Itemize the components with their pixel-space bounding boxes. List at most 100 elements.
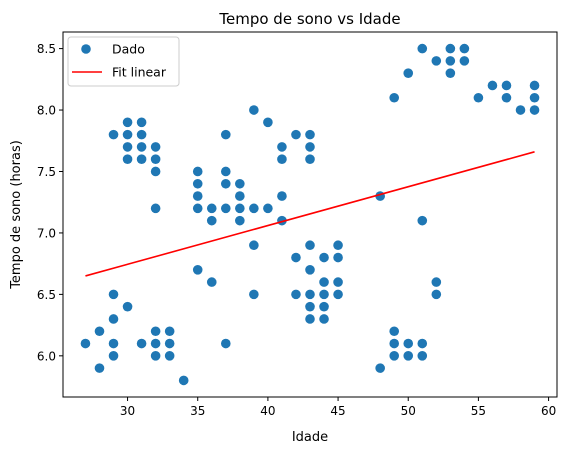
data-point bbox=[333, 289, 343, 300]
data-point bbox=[122, 154, 133, 164]
data-point bbox=[136, 142, 147, 152]
data-point bbox=[291, 129, 301, 140]
data-point bbox=[80, 338, 91, 349]
data-point bbox=[417, 215, 428, 226]
data-point bbox=[291, 252, 301, 263]
y-tick-label: 6.0 bbox=[37, 349, 56, 363]
legend-label-dado: Dado bbox=[112, 42, 145, 57]
data-point bbox=[417, 351, 428, 361]
data-point bbox=[389, 338, 400, 349]
data-point bbox=[136, 338, 147, 349]
data-point bbox=[445, 68, 456, 78]
data-point bbox=[178, 375, 189, 386]
data-point bbox=[333, 277, 343, 287]
fit-line-series bbox=[85, 151, 535, 277]
legend: Dado Fit linear bbox=[67, 36, 180, 87]
data-point bbox=[333, 240, 343, 251]
data-point bbox=[305, 142, 315, 152]
data-point bbox=[389, 92, 400, 103]
data-point bbox=[164, 326, 175, 337]
data-point bbox=[389, 326, 400, 337]
data-point bbox=[305, 301, 315, 312]
data-point bbox=[277, 142, 287, 152]
data-point bbox=[291, 289, 301, 300]
x-tick-label: 35 bbox=[190, 404, 205, 418]
data-point bbox=[220, 338, 231, 349]
data-point bbox=[487, 80, 498, 91]
data-point bbox=[235, 215, 245, 226]
data-point bbox=[431, 56, 442, 66]
x-tick-label: 30 bbox=[120, 404, 135, 418]
data-point bbox=[235, 191, 245, 201]
data-point bbox=[403, 351, 414, 361]
data-point bbox=[403, 68, 414, 78]
data-point bbox=[501, 92, 512, 103]
data-point bbox=[108, 129, 119, 140]
data-point bbox=[263, 117, 273, 128]
data-point bbox=[305, 129, 315, 140]
data-point bbox=[206, 203, 217, 214]
data-point bbox=[431, 277, 442, 287]
data-point bbox=[122, 117, 133, 128]
x-tick-label: 60 bbox=[541, 404, 556, 418]
data-point bbox=[445, 43, 456, 54]
data-point bbox=[305, 265, 315, 275]
data-point bbox=[220, 129, 231, 140]
x-tick-label: 55 bbox=[471, 404, 486, 418]
data-point bbox=[94, 326, 105, 337]
data-point bbox=[136, 154, 147, 164]
data-point bbox=[136, 129, 147, 140]
y-axis: 6.0 6.5 7.0 7.5 8.0 8.5 bbox=[37, 42, 63, 363]
data-point bbox=[319, 289, 329, 300]
fit-line bbox=[85, 151, 535, 277]
data-point bbox=[164, 351, 175, 361]
data-point bbox=[150, 154, 161, 164]
y-tick-label: 7.0 bbox=[37, 226, 56, 240]
data-point bbox=[150, 166, 161, 177]
data-point bbox=[277, 154, 287, 164]
data-point bbox=[501, 80, 512, 91]
y-axis-label: Tempo de sono (horas) bbox=[9, 140, 24, 290]
data-point bbox=[459, 56, 470, 66]
x-tick-label: 50 bbox=[401, 404, 416, 418]
data-point bbox=[235, 203, 245, 214]
data-point bbox=[319, 314, 329, 324]
data-point bbox=[249, 289, 259, 300]
x-axis: 30 35 40 45 50 55 60 bbox=[120, 397, 556, 418]
legend-box bbox=[67, 36, 180, 87]
data-point bbox=[305, 314, 315, 324]
data-point bbox=[220, 203, 231, 214]
data-point bbox=[192, 178, 203, 189]
data-point bbox=[108, 289, 119, 300]
data-point bbox=[263, 203, 273, 214]
legend-marker-dado bbox=[81, 44, 91, 54]
data-point bbox=[150, 142, 161, 152]
data-point bbox=[206, 277, 217, 287]
data-point bbox=[108, 338, 119, 349]
y-tick-label: 8.5 bbox=[37, 42, 56, 56]
data-point bbox=[108, 314, 119, 324]
y-tick-label: 6.5 bbox=[37, 288, 56, 302]
data-point bbox=[108, 351, 119, 361]
data-point bbox=[319, 252, 329, 263]
data-point bbox=[459, 43, 470, 54]
data-point bbox=[94, 363, 105, 373]
data-point bbox=[375, 363, 385, 373]
data-point bbox=[150, 203, 161, 214]
data-point bbox=[529, 105, 540, 115]
data-point bbox=[122, 129, 133, 140]
data-point bbox=[515, 105, 526, 115]
data-point bbox=[122, 142, 133, 152]
data-point bbox=[417, 43, 428, 54]
y-tick-label: 8.0 bbox=[37, 104, 56, 118]
data-point bbox=[150, 326, 161, 337]
data-point bbox=[445, 56, 456, 66]
data-point bbox=[305, 154, 315, 164]
data-point bbox=[249, 203, 259, 214]
data-point bbox=[192, 265, 203, 275]
data-point bbox=[192, 203, 203, 214]
data-point bbox=[235, 178, 245, 189]
data-point bbox=[529, 92, 540, 103]
x-tick-label: 40 bbox=[260, 404, 275, 418]
